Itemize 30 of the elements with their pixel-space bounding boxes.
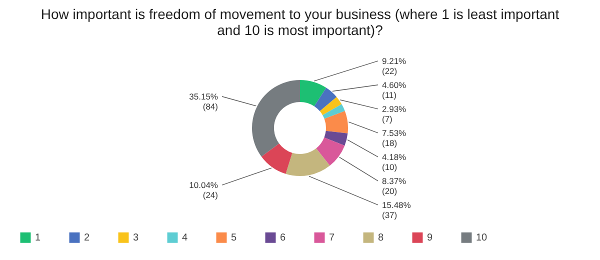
- legend-label: 9: [427, 232, 433, 244]
- data-label: 2.93% (7): [382, 104, 407, 124]
- legend-label: 6: [280, 232, 286, 244]
- data-label: 10.04% (24): [189, 180, 218, 200]
- donut-slice: [320, 96, 342, 116]
- legend-label: 4: [182, 232, 188, 244]
- legend-label: 7: [329, 232, 335, 244]
- donut-slice: [314, 88, 337, 112]
- legend-label: 3: [133, 232, 139, 244]
- donut-slice: [252, 80, 300, 157]
- donut-slice: [322, 104, 345, 119]
- legend-label: 8: [378, 232, 384, 244]
- data-label: 7.53% (18): [382, 128, 407, 148]
- legend-label: 5: [231, 232, 237, 244]
- donut-slice: [286, 148, 330, 176]
- legend-label: 1: [35, 232, 41, 244]
- data-label: 8.37% (20): [382, 176, 407, 196]
- legend-label: 2: [84, 232, 90, 244]
- data-label: 15.48% (37): [382, 200, 412, 220]
- donut-slice: [300, 80, 326, 106]
- data-label: 9.21% (22): [382, 56, 407, 76]
- chart-title: How important is freedom of movement to your business (where 1 is least important and 10 is most important)?: [40, 6, 560, 38]
- donut-slice: [261, 143, 292, 174]
- donut-slice: [324, 130, 348, 146]
- data-label: 35.15% (84): [189, 92, 218, 112]
- legend-label: 10: [476, 232, 488, 244]
- donut-slice: [316, 138, 345, 166]
- data-label: 4.18% (10): [382, 152, 407, 172]
- donut-slice: [324, 111, 348, 134]
- data-label: 4.60% (11): [382, 80, 407, 100]
